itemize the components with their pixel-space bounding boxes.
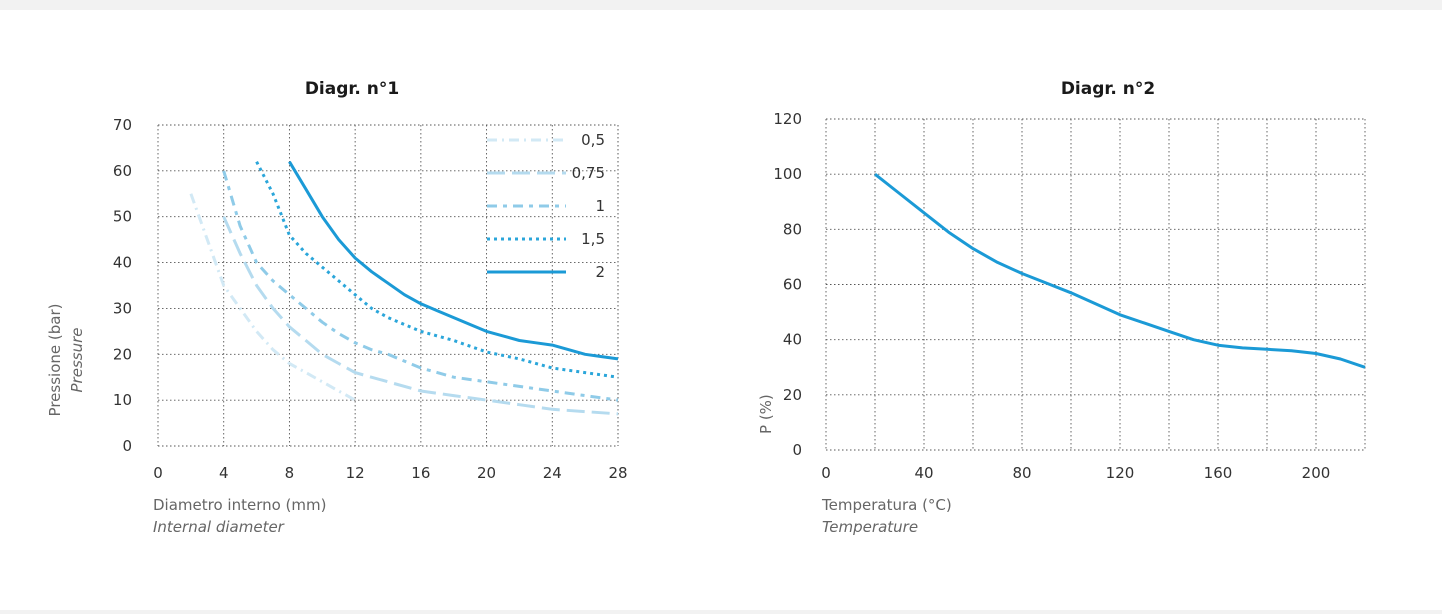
y-axis-sublabel: Pressure: [68, 328, 86, 393]
chart-panel: Diagr. n°1 0 4 8 12 16 20 24 28 0 10 20 30 40 50 60 70 Di…: [0, 10, 1442, 610]
series-line-0-75: [222, 216, 619, 416]
series-line-series-0: [874, 173, 1366, 369]
y-tick-label: 40: [783, 331, 802, 349]
y-tick-label: 100: [773, 165, 802, 183]
chart-title: Diagr. n°1: [305, 79, 399, 99]
diagram-2: Diagr. n°2 0 40 80 120 160 200 0 20 40 60 80 100 120 T…: [757, 79, 1366, 536]
series-line-1-5: [255, 161, 619, 379]
x-tick-label: 0: [153, 464, 163, 482]
series-line-0-5: [189, 193, 356, 402]
x-tick-label: 8: [285, 464, 295, 482]
charts-canvas: Diagr. n°10 4 8 12 16 20 24 28010203040506070Di…: [46, 79, 1366, 536]
x-tick-label: 80: [1012, 464, 1031, 482]
grid: [825, 118, 1366, 451]
y-tick-label: 30: [113, 299, 132, 317]
y-tick-label: 10: [113, 391, 132, 409]
x-tick-label: 200: [1302, 464, 1331, 482]
legend-label: 2: [595, 263, 605, 281]
x-tick-label: 20: [477, 464, 496, 482]
x-tick-label: 4: [219, 464, 229, 482]
x-tick-label: 120: [1106, 464, 1135, 482]
x-tick-label: 16: [411, 464, 430, 482]
x-axis-sublabel: Temperature: [822, 518, 918, 536]
x-tick-label: 40: [914, 464, 933, 482]
y-axis-label: P (%): [757, 394, 775, 434]
series-line-1: [222, 170, 619, 402]
y-tick-label: 50: [113, 208, 132, 226]
series-line-2: [288, 160, 619, 361]
chart-title: Diagr. n°2: [1061, 79, 1155, 99]
x-axis-sublabel: Internal diameter: [153, 518, 285, 536]
y-tick-label: 60: [113, 162, 132, 180]
x-tick-label: 24: [543, 464, 562, 482]
x-tick-label: 0: [821, 464, 831, 482]
legend-label: 1,5: [581, 230, 605, 248]
legend-label: 0,75: [572, 164, 605, 182]
x-axis-label: Temperatura (°C): [821, 496, 952, 514]
diagram-1: Diagr. n°10 4 8 12 16 20 24 28010203040506070Di…: [46, 79, 628, 536]
y-axis-label: Pressione (bar): [46, 304, 64, 417]
y-tick-label: 40: [113, 254, 132, 272]
y-tick-label: 0: [792, 441, 802, 459]
y-tick-label: 70: [113, 116, 132, 134]
y-tick-label: 120: [773, 110, 802, 128]
x-tick-label: 160: [1204, 464, 1233, 482]
y-tick-label: 20: [113, 345, 132, 363]
legend: 0,5 0,75 1 1,5 2: [487, 131, 605, 281]
y-tick-label: 60: [783, 276, 802, 294]
legend-label: 0,5: [581, 131, 605, 149]
x-tick-label: 28: [608, 464, 627, 482]
legend-label: 1: [595, 197, 605, 215]
y-tick-label: 80: [783, 220, 802, 238]
y-tick-label: 0: [122, 437, 132, 455]
y-tick-label: 20: [783, 386, 802, 404]
x-tick-label: 12: [346, 464, 365, 482]
x-axis-label: Diametro interno (mm): [153, 496, 326, 514]
